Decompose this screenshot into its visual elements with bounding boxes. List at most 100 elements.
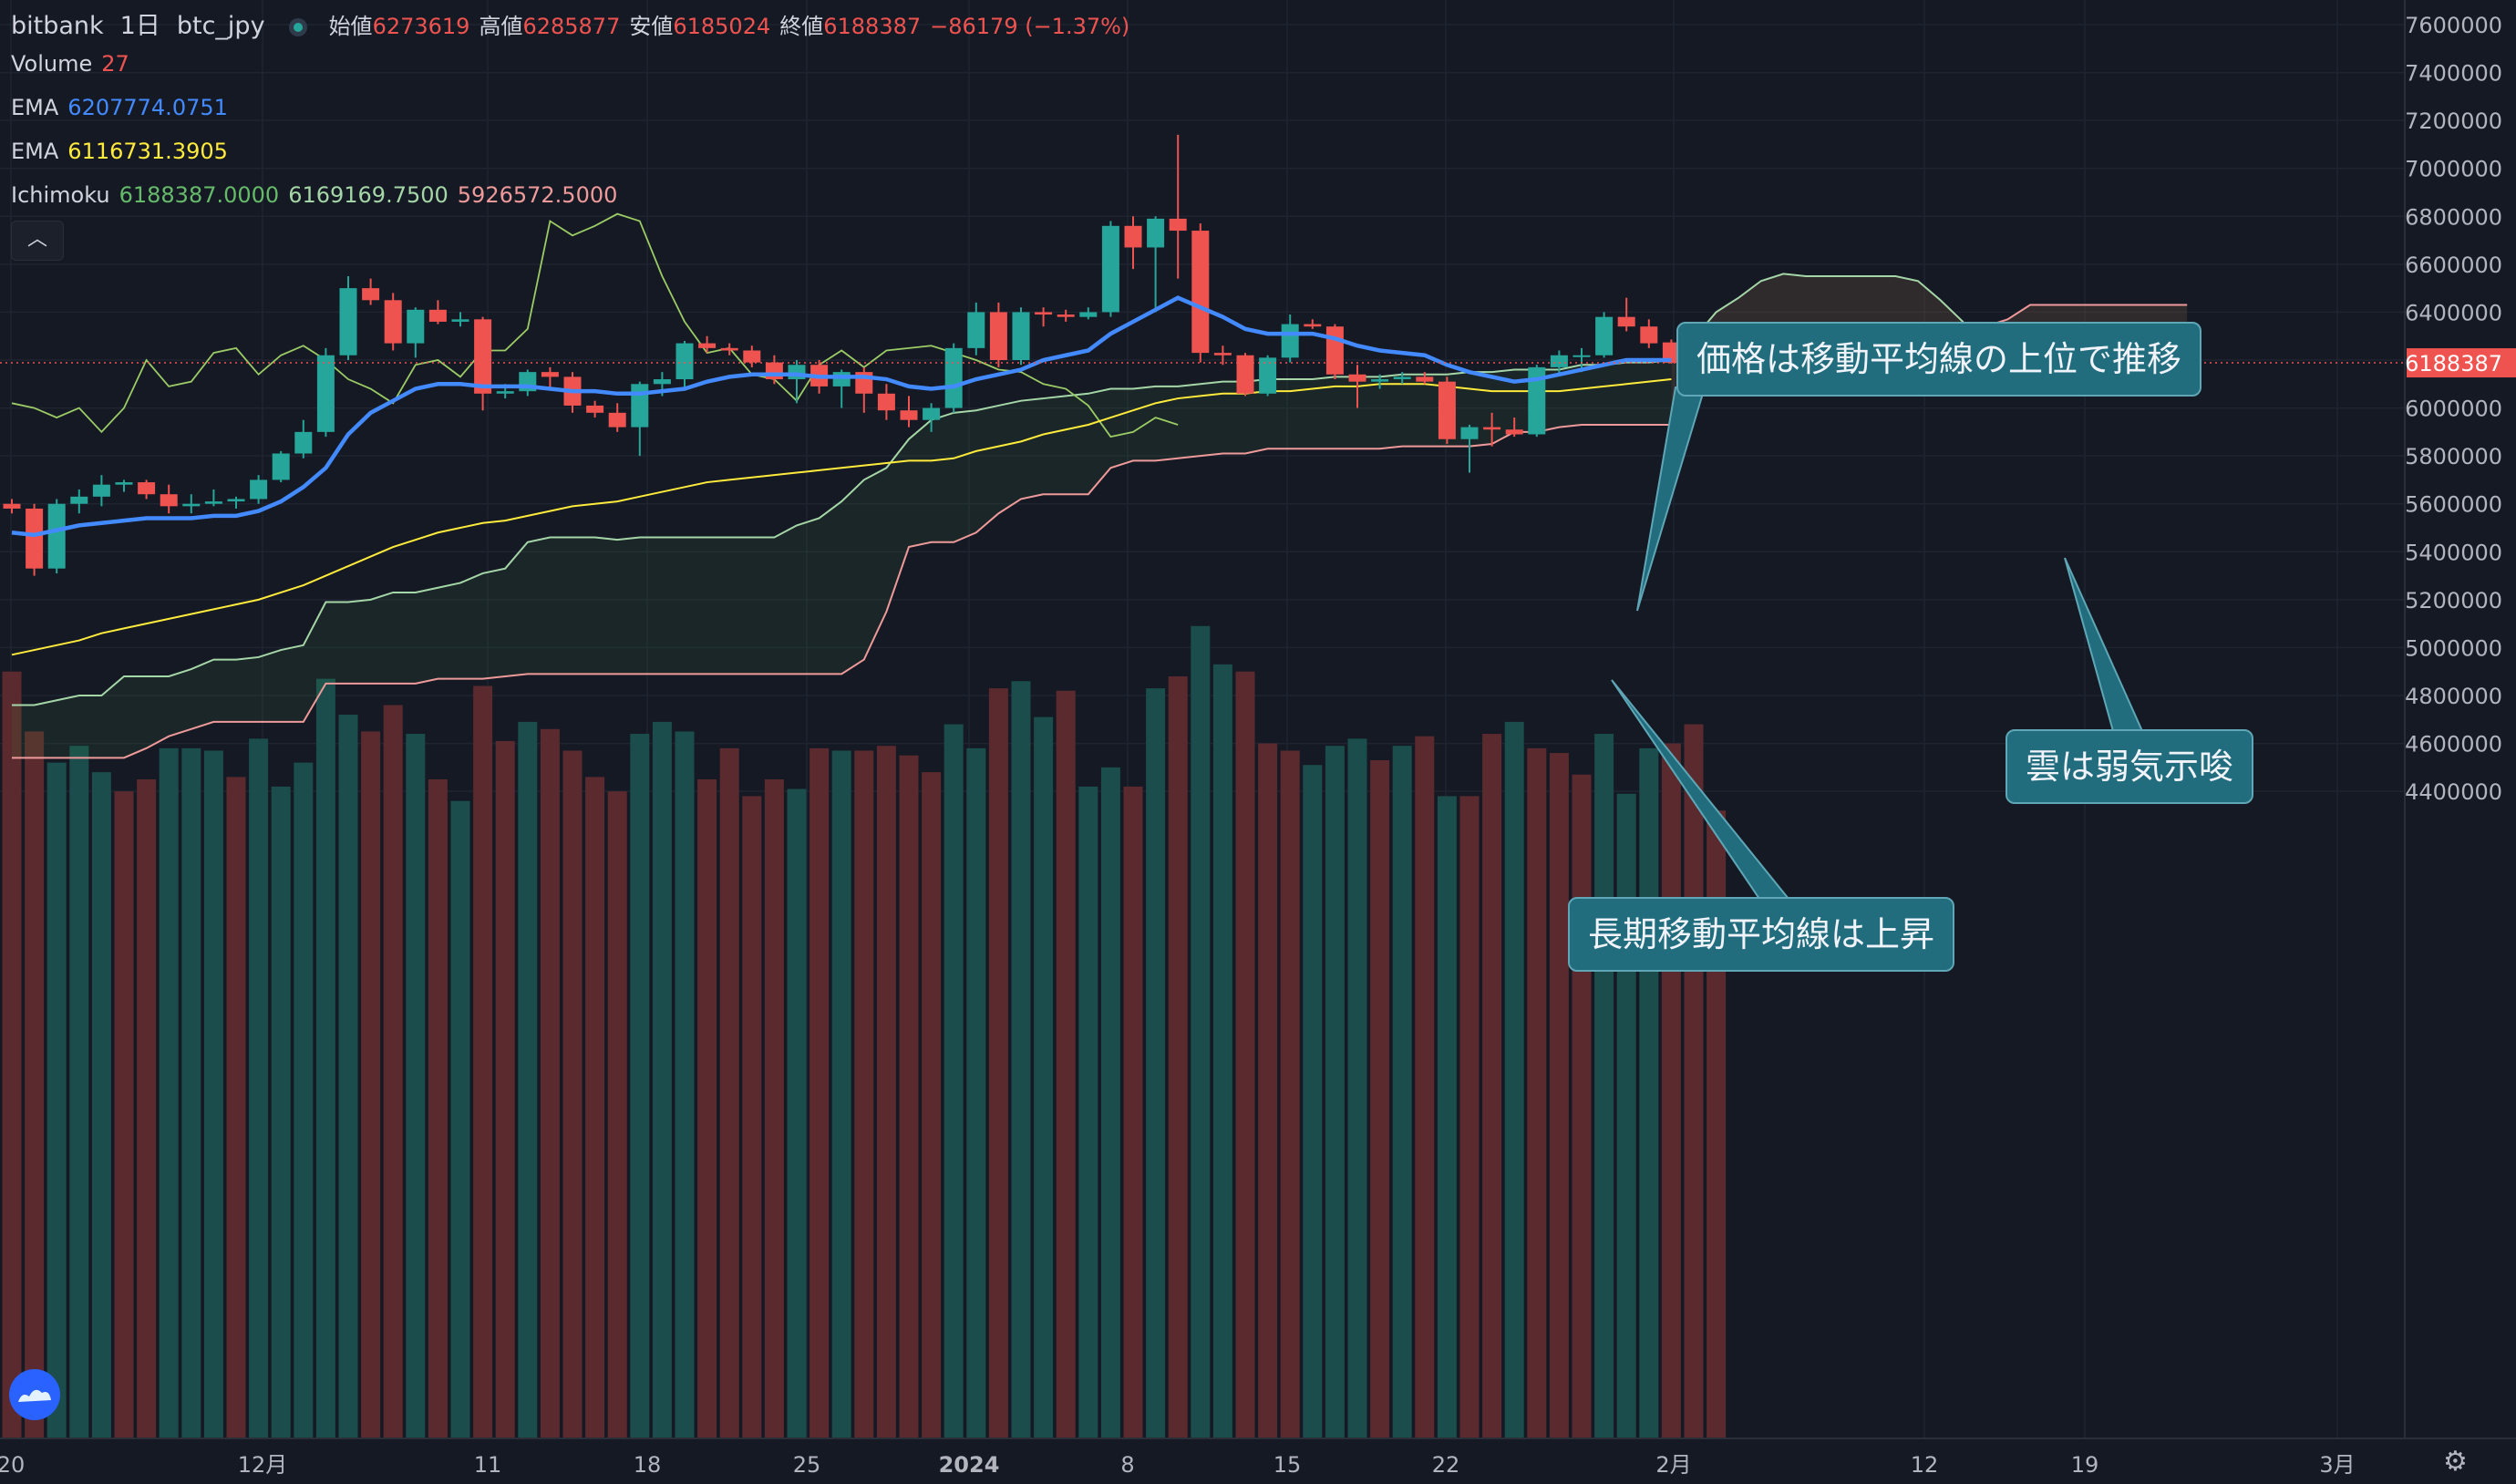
candle-body (877, 393, 895, 411)
candle-body (923, 407, 941, 420)
candle-body (70, 496, 88, 504)
volume-bar (1392, 746, 1412, 1438)
callout-cloud-bearish: 雲は弱気示唆 (2006, 729, 2254, 804)
time-tick-label: 15 (1273, 1452, 1302, 1478)
chevron-up-icon: ︿ (26, 228, 47, 251)
volume-bar (652, 721, 672, 1438)
candle-body (1079, 312, 1098, 317)
time-tick-label: 20 (0, 1452, 25, 1478)
candle-body (451, 319, 469, 322)
volume-bar (1235, 671, 1255, 1438)
volume-bar (697, 779, 717, 1438)
price-tick-label: 7600000 (2405, 13, 2502, 38)
volume-bar (69, 746, 89, 1438)
volume-bar (1370, 759, 1390, 1438)
time-tick-label: 12 (1911, 1452, 1939, 1478)
volume-bar (988, 688, 1008, 1438)
time-axis[interactable]: 20 12月 11 18 25 2024 8 15 22 2月 12 19 3月 (0, 1438, 2516, 1484)
volume-bar (1482, 734, 1502, 1438)
callout-pointers (1611, 386, 2144, 900)
price-tick-label: 6600000 (2405, 252, 2502, 278)
volume-bar (944, 724, 964, 1438)
candle-body (1147, 218, 1165, 248)
candle-body (92, 484, 110, 497)
candle-body (1348, 374, 1366, 382)
price-tick-label: 6400000 (2405, 300, 2502, 325)
volume-bar (159, 747, 179, 1438)
low-value: 6185024 (673, 14, 771, 39)
candle-body (182, 503, 201, 507)
volume-bar (1212, 664, 1232, 1438)
volume-bar (809, 747, 830, 1438)
volume-bar (315, 678, 335, 1438)
price-tick-label: 5800000 (2405, 444, 2502, 469)
ichimoku-value-3: 5926572.5000 (457, 182, 618, 208)
volume-bar (1168, 675, 1188, 1438)
candle-body (1012, 312, 1030, 360)
candle-body (407, 309, 425, 344)
candle-body (316, 355, 335, 432)
ema-long-legend[interactable]: EMA 6116731.3905 (11, 139, 237, 164)
exchange-name: bitbank (11, 12, 104, 40)
candle-body (204, 501, 222, 504)
settings-gear-icon[interactable]: ⚙ (2443, 1446, 2468, 1478)
candle-body (1416, 376, 1434, 382)
indicator-name: EMA (11, 95, 59, 120)
volume-bar (1034, 716, 1054, 1438)
ichimoku-value-2: 6169169.7500 (288, 182, 449, 208)
volume-bar (1459, 796, 1480, 1438)
volume-bar (1639, 747, 1659, 1438)
volume-bar (764, 779, 784, 1438)
candle-body (653, 379, 671, 385)
price-tick-label: 4800000 (2405, 684, 2502, 709)
candle-body (1460, 427, 1479, 439)
volume-bar (787, 788, 807, 1438)
candle-body (743, 350, 761, 363)
ema-short-legend[interactable]: EMA 6207774.0751 (11, 95, 237, 120)
tradingview-logo-icon[interactable] (9, 1369, 60, 1420)
symbol-name[interactable]: btc_jpy (176, 12, 265, 40)
collapse-legend-button[interactable]: ︿ (11, 221, 64, 261)
candle-body (541, 372, 559, 377)
candle-body (1438, 381, 1456, 439)
time-tick-label: 25 (793, 1452, 821, 1478)
candle-body (720, 347, 738, 351)
volume-bar (876, 746, 896, 1438)
volume-bar (540, 728, 560, 1438)
price-tick-label: 5000000 (2405, 635, 2502, 661)
volume-bar (495, 740, 515, 1438)
volume-bar (1347, 738, 1367, 1438)
candle-body (1371, 379, 1389, 382)
price-tick-label: 6000000 (2405, 397, 2502, 422)
candle-body (765, 362, 783, 380)
price-tick-label: 7000000 (2405, 157, 2502, 182)
candle-body (1035, 312, 1053, 315)
volume-bar (1325, 746, 1345, 1438)
volume-bar (1280, 750, 1300, 1438)
time-tick-label: 12月 (238, 1452, 288, 1478)
candle-body (1169, 218, 1187, 232)
volume-bar (181, 747, 201, 1438)
ichimoku-value-1: 6188387.0000 (119, 182, 280, 208)
candle-body (115, 482, 133, 485)
volume-bar (361, 731, 381, 1438)
last-price-label: 6188387 (2405, 351, 2502, 376)
volume-bar (966, 747, 986, 1438)
price-axis[interactable]: 7600000 7400000 7200000 7000000 6800000 66000… (2404, 0, 2516, 1484)
time-tick-label: 2024 (939, 1452, 1000, 1478)
volume-bar (271, 786, 291, 1438)
indicator-name: Volume (11, 51, 93, 77)
volume-legend[interactable]: Volume 27 (11, 51, 139, 77)
candle-body (832, 372, 851, 386)
candle-body (272, 453, 290, 480)
volume-bar (562, 750, 583, 1438)
interval-label[interactable]: 1日 (119, 12, 160, 40)
volume-bar (1527, 747, 1547, 1438)
candle-body (227, 499, 245, 502)
volume-bar (922, 772, 942, 1438)
ichimoku-legend[interactable]: Ichimoku 6188387.0000 6169169.7500 5926572.… (11, 182, 626, 208)
high-label: 高値 (479, 14, 523, 39)
leading-span-a-line (12, 273, 2188, 706)
candle-body (944, 347, 963, 408)
